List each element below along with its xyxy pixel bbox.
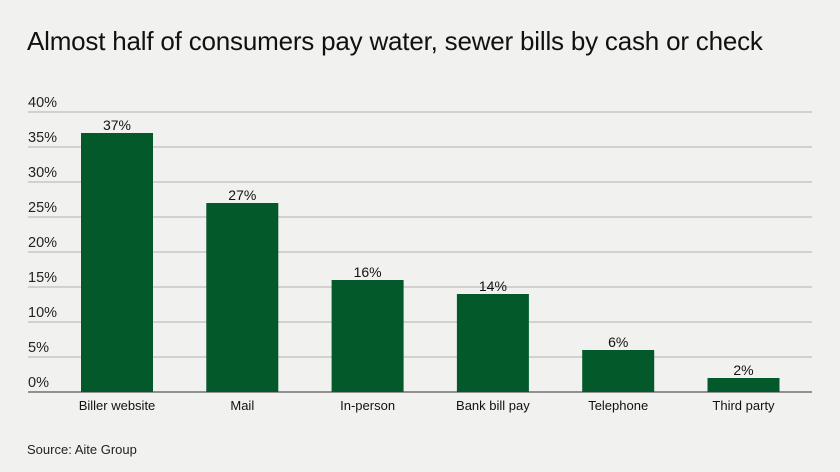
y-tick-label: 25% xyxy=(28,200,57,216)
bars xyxy=(81,133,780,392)
bar-value-label: 37% xyxy=(103,117,131,133)
y-tick-label: 15% xyxy=(28,270,57,286)
x-axis-ticks: Biller website Mail In-person Bank bill pay… xyxy=(79,398,775,413)
y-tick-label: 30% xyxy=(28,165,57,181)
bar xyxy=(707,378,780,392)
y-tick-label: 40% xyxy=(28,95,57,111)
chart-title: Almost half of consumers pay water, sewe… xyxy=(27,26,763,56)
bar-value-label: 6% xyxy=(608,334,628,350)
bar-value-label: 27% xyxy=(228,187,256,203)
y-tick-label: 5% xyxy=(28,340,49,356)
y-tick-label: 20% xyxy=(28,235,57,251)
x-tick-label: Biller website xyxy=(79,398,156,413)
x-tick-label: In-person xyxy=(340,398,395,413)
bar xyxy=(456,294,529,392)
x-tick-label: Telephone xyxy=(588,398,648,413)
bar xyxy=(81,133,153,392)
y-tick-label: 0% xyxy=(28,375,49,391)
source-note: Source: Aite Group xyxy=(27,442,137,457)
bar xyxy=(582,350,655,392)
x-tick-label: Mail xyxy=(230,398,254,413)
bar-value-label: 14% xyxy=(479,278,507,294)
y-tick-label: 10% xyxy=(28,305,57,321)
y-axis-ticks: 0% 5% 10% 15% 20% 25% 30% 35% 40% xyxy=(28,95,57,391)
bar-value-label: 2% xyxy=(733,362,753,378)
y-tick-label: 35% xyxy=(28,130,57,146)
bar-value-label: 16% xyxy=(354,264,382,280)
x-tick-label: Bank bill pay xyxy=(456,398,530,413)
x-tick-label: Third party xyxy=(712,398,775,413)
bar xyxy=(206,203,279,392)
gridlines xyxy=(28,111,812,393)
value-labels: 37% 27% 16% 14% 6% 2% xyxy=(103,117,754,378)
bar xyxy=(331,280,404,392)
